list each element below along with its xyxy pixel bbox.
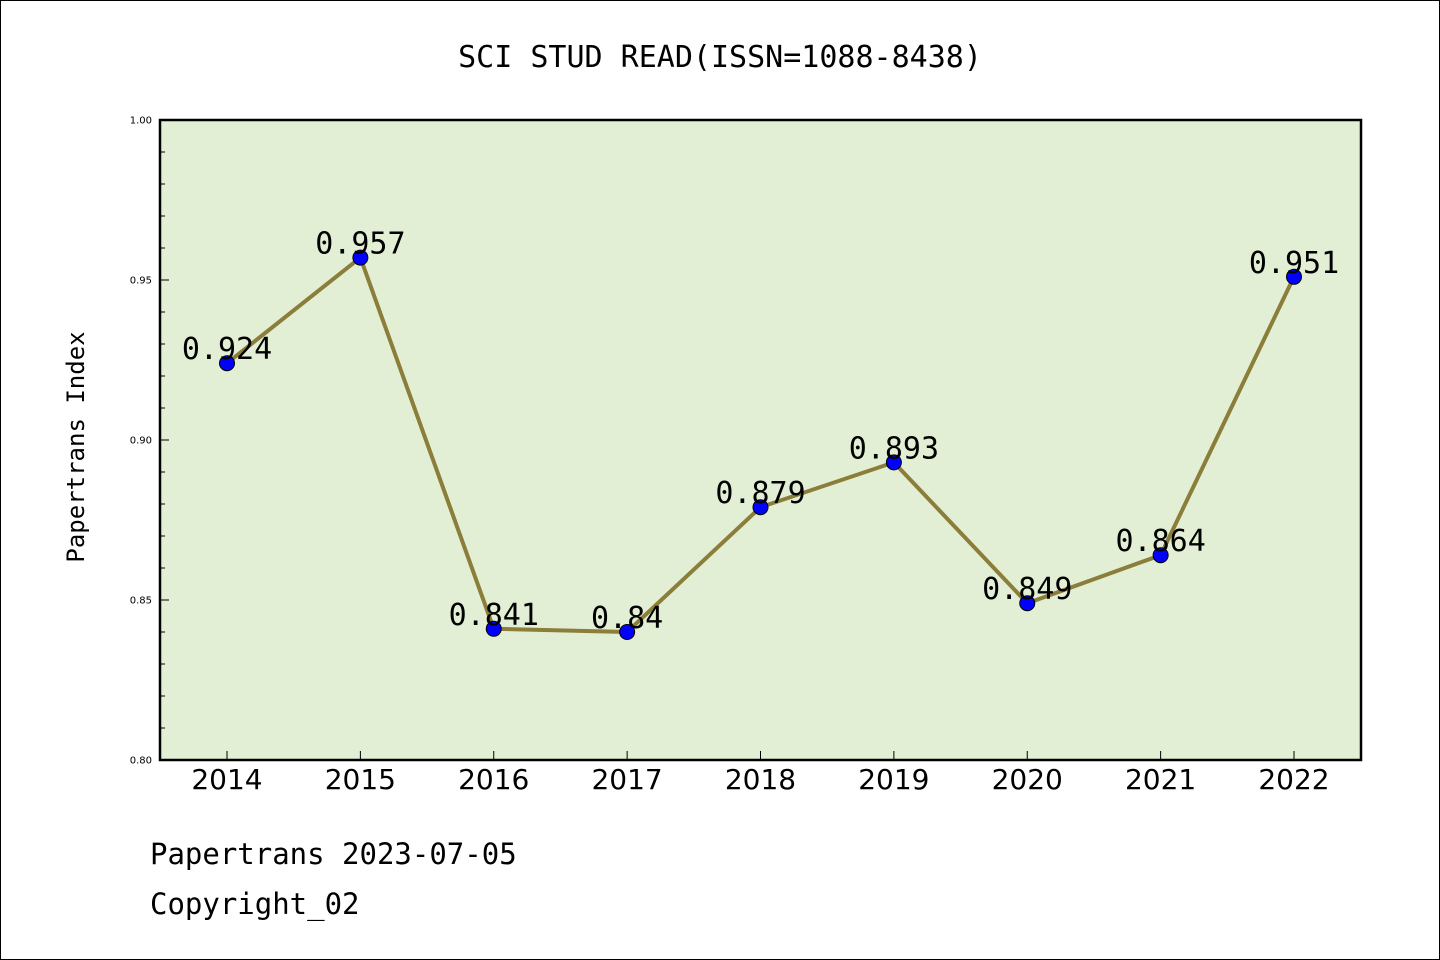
plot-area xyxy=(160,120,1361,760)
data-label: 0.951 xyxy=(1249,246,1339,281)
y-tick-label: 0.80 xyxy=(130,756,152,767)
x-tick-label: 2015 xyxy=(325,763,396,796)
data-label: 0.957 xyxy=(315,227,405,262)
x-tick-label: 2022 xyxy=(1258,763,1329,796)
chart-title: SCI STUD READ(ISSN=1088-8438) xyxy=(458,40,982,75)
data-point xyxy=(1152,547,1169,564)
series-line xyxy=(219,249,1302,640)
footer-date: Papertrans 2023-07-05 xyxy=(150,837,517,871)
x-tick-label: 2016 xyxy=(458,763,529,796)
data-point xyxy=(752,499,769,516)
data-point xyxy=(485,620,502,637)
data-label: 0.893 xyxy=(849,431,939,466)
x-axis: 2014 2015 2016 2017 2018 2019 2020 2021 2022 xyxy=(191,751,1330,796)
data-point xyxy=(1019,595,1036,612)
x-tick-label: 2021 xyxy=(1125,763,1196,796)
data-point xyxy=(352,249,369,266)
x-tick-label: 2019 xyxy=(858,763,929,796)
x-tick-label: 2018 xyxy=(725,763,796,796)
x-tick-label: 2017 xyxy=(591,763,662,796)
y-axis-label: Papertrans Index xyxy=(62,331,90,562)
data-label: 0.84 xyxy=(591,601,663,636)
y-tick-label: 0.90 xyxy=(130,436,152,447)
x-tick-label: 2020 xyxy=(992,763,1063,796)
data-label: 0.849 xyxy=(982,572,1072,607)
data-point xyxy=(219,355,235,372)
y-tick-label: 0.85 xyxy=(130,596,152,607)
data-point xyxy=(885,454,902,471)
data-labels: 0.924 0.957 0.841 0.84 0.879 0.893 0.849 0.864 0… xyxy=(182,227,1339,636)
y-tick-label: 1.00 xyxy=(130,116,152,127)
data-point xyxy=(1286,268,1302,285)
x-tick-label: 2014 xyxy=(191,763,262,796)
data-point xyxy=(619,624,636,640)
data-label: 0.841 xyxy=(449,598,539,633)
y-tick-label: 0.95 xyxy=(130,276,152,287)
data-label: 0.924 xyxy=(182,332,272,367)
plot-border xyxy=(158,118,1363,762)
footer-copyright: Copyright_02 xyxy=(150,887,360,922)
data-label: 0.879 xyxy=(715,476,805,511)
data-label: 0.864 xyxy=(1115,524,1205,559)
